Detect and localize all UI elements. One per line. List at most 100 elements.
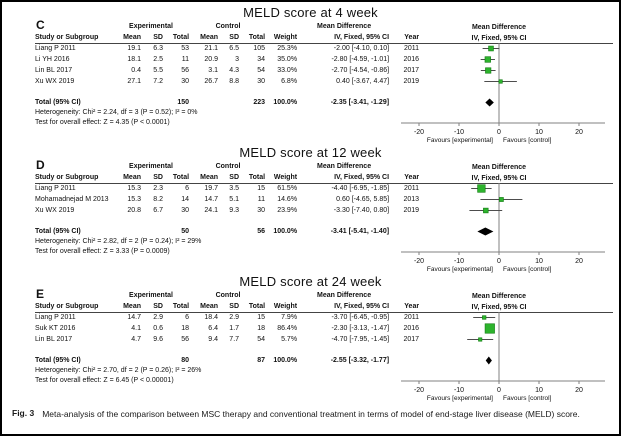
study-row: Xu WX 2019 20.8 6.7 30 24.1 9.3 30 23.9% -3.30 […	[35, 205, 421, 216]
study-cell: 105	[253, 45, 266, 52]
study-row: Suk KT 2016 4.1 0.6 18 6.4 1.7 18 86.4% -2.30 [-…	[35, 323, 421, 334]
study-cell: 2019	[403, 207, 420, 214]
study-cell: 86.4%	[277, 325, 298, 332]
study-row: Lin BL 2017 4.7 9.6 56 9.4 7.7 54 5.7% -4.70 [-7…	[35, 334, 421, 345]
study-cell: 14	[181, 196, 190, 203]
effect-square	[484, 56, 491, 63]
total-cell: 100.0%	[273, 357, 298, 364]
tick-label: 10	[535, 387, 543, 394]
header-underline	[35, 312, 613, 313]
study-cell: 2011	[404, 185, 420, 192]
favours-right-label: Favours [control]	[503, 137, 552, 144]
tick-label: -10	[454, 129, 464, 136]
tick-label: -20	[414, 129, 424, 136]
study-cell: 2011	[404, 314, 420, 321]
study-cell: 2016	[403, 56, 420, 63]
study-cell: 6.8%	[281, 78, 298, 85]
total-row: Total (95% CI) 150 223 100.0% -2.35 [-3.41, …	[35, 97, 421, 108]
plot-header-md: Mean Difference	[472, 164, 526, 171]
study-cell: Liang P 2011	[35, 314, 76, 321]
study-cell: 5.7%	[281, 336, 298, 343]
study-cell: 30	[181, 207, 190, 214]
table-column-header-row: Study or Subgroup Mean SD Total Mean SD Total W…	[35, 172, 421, 183]
panel-letter: D	[36, 158, 45, 172]
study-cell: 6.5	[229, 45, 240, 52]
table-group-header-row: Experimental Control Mean Difference	[35, 21, 421, 32]
study-cell: 19.1	[127, 45, 141, 52]
study-cell: Lin BL 2017	[35, 67, 73, 74]
study-cell: 2.3	[153, 185, 163, 192]
study-cell: 2017	[403, 336, 420, 343]
study-cell: 6	[185, 185, 190, 192]
study-cell: 30	[181, 78, 190, 85]
total-cell	[113, 97, 143, 108]
total-cell: 50	[181, 228, 190, 235]
group-header-cell	[267, 290, 299, 301]
study-cell: 54	[257, 67, 266, 74]
column-header-cell: Year	[404, 34, 420, 41]
study-cell: 1.7	[229, 325, 240, 332]
study-cell: 2.5	[153, 56, 163, 63]
study-cell: 7.2	[153, 78, 163, 85]
total-cell: 56	[257, 228, 266, 235]
group-header-cell: Experimental	[129, 163, 173, 170]
column-header-cell: Weight	[273, 174, 298, 181]
study-cell: -2.30 [-3.13, -1.47]	[331, 325, 390, 332]
table-group-header-row: Experimental Control Mean Difference	[35, 290, 421, 301]
header-underline	[35, 183, 613, 184]
tick-label: -10	[454, 387, 464, 394]
total-cell	[143, 226, 165, 237]
total-diamond	[485, 98, 494, 107]
group-header-cell	[35, 21, 113, 32]
study-row: Lin BL 2017 0.4 5.5 56 3.1 4.3 54 33.0% -2.70 [-…	[35, 65, 421, 76]
tick-label: 10	[535, 258, 543, 265]
column-header-cell: Mean	[123, 34, 141, 41]
favours-left-label: Favours [experimental]	[427, 266, 493, 273]
tick-label: -20	[414, 258, 424, 265]
study-cell: 27.1	[127, 78, 141, 85]
group-header-cell: Control	[215, 292, 241, 299]
overall-effect-text: Test for overall effect: Z = 4.35 (P < 0…	[35, 119, 170, 126]
total-cell: 100.0%	[273, 228, 298, 235]
study-cell: 0.40 [-3.67, 4.47]	[336, 78, 390, 85]
column-header-cell: SD	[153, 174, 163, 181]
group-header-cell: Control	[215, 163, 241, 170]
column-header-cell: SD	[153, 34, 163, 41]
tick-label: 20	[575, 258, 583, 265]
study-row: Liang P 2011 14.7 2.9 6 18.4 2.9 15 7.9% -3.70 […	[35, 312, 421, 323]
figure-caption-text: Meta-analysis of the comparison between …	[42, 409, 580, 419]
heterogeneity-text: Heterogeneity: Chi² = 2.24, df = 3 (P = …	[35, 109, 198, 116]
study-cell: Liang P 2011	[35, 185, 76, 192]
total-cell	[113, 355, 143, 366]
forest-panels: MELD score at 4 week C Experimental Control…	[2, 5, 619, 403]
study-cell: 15	[257, 314, 266, 321]
study-cell: 18.1	[127, 56, 141, 63]
study-cell: 25.3%	[277, 45, 298, 52]
study-cell: 6.3	[153, 45, 163, 52]
study-cell: 4.1	[131, 325, 141, 332]
group-header-cell	[35, 161, 113, 172]
favours-right-label: Favours [control]	[503, 266, 552, 273]
study-cell: 18	[181, 325, 190, 332]
total-cell: -2.55 [-3.32, -1.77]	[330, 357, 390, 364]
overall-effect-text: Test for overall effect: Z = 3.33 (P = 0…	[35, 248, 170, 255]
study-cell: -4.40 [-6.95, -1.85]	[331, 185, 390, 192]
total-diamond	[485, 356, 492, 365]
study-cell: 14.7	[204, 196, 219, 203]
study-cell: 2019	[403, 78, 420, 85]
study-row: Xu WX 2019 27.1 7.2 30 26.7 8.8 30 6.8% 0.40 [-3…	[35, 76, 421, 87]
group-header-cell: Experimental	[129, 292, 173, 299]
column-header-cell: Mean	[200, 303, 219, 310]
column-header-cell: IV, Fixed, 95% CI	[334, 34, 390, 41]
study-cell: 6.7	[153, 207, 163, 214]
study-cell: 15.3	[127, 185, 141, 192]
group-header-cell	[267, 21, 299, 32]
study-cell: -2.80 [-4.59, -1.01]	[331, 56, 390, 63]
tick-label: 0	[497, 387, 501, 394]
study-cell: 30	[257, 78, 266, 85]
column-header-cell: Weight	[273, 34, 298, 41]
total-diamond	[477, 227, 494, 236]
total-cell: Total (95% CI)	[35, 228, 81, 235]
total-cell	[191, 97, 220, 108]
study-cell: 6	[185, 314, 190, 321]
